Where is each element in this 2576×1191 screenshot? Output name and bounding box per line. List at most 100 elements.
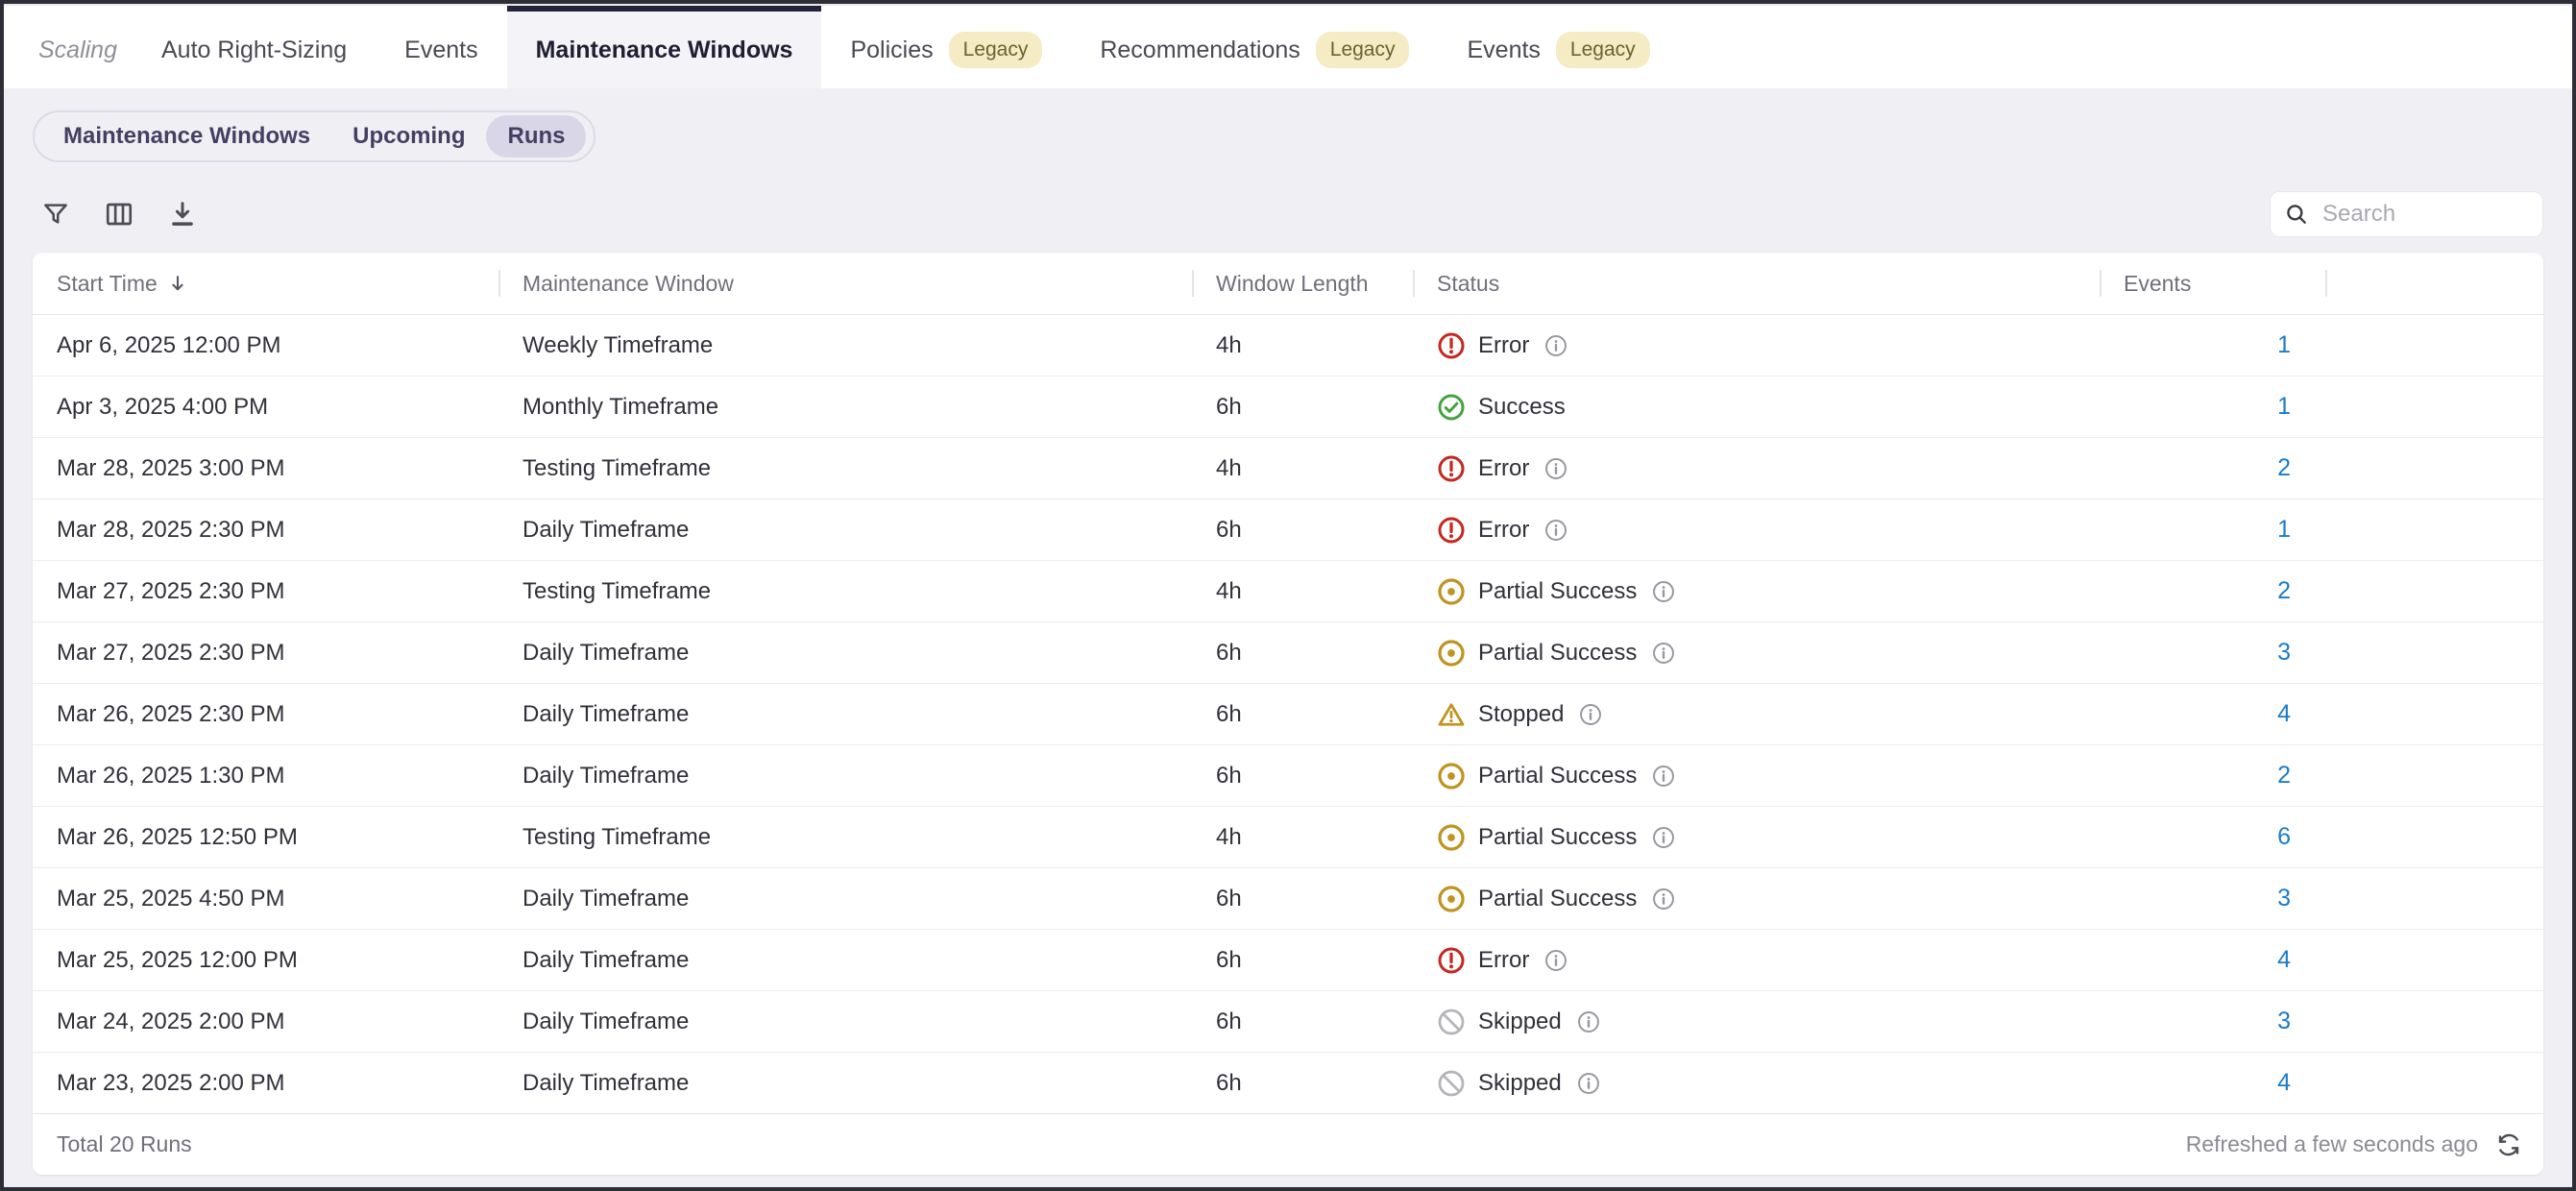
events-count-link[interactable]: 2 <box>2277 454 2291 481</box>
events-count-link[interactable]: 3 <box>2277 1008 2291 1034</box>
cell-maintenance-window: Daily Timeframe <box>522 700 690 727</box>
table-row: Mar 27, 2025 2:30 PM Daily Timeframe 6h … <box>33 622 2543 684</box>
cell-start-time: Mar 26, 2025 12:50 PM <box>57 823 298 850</box>
events-count-link[interactable]: 3 <box>2277 639 2291 666</box>
cell-start-time: Mar 28, 2025 3:00 PM <box>57 454 285 481</box>
error-status-icon <box>1437 331 1466 360</box>
subnav-runs[interactable]: Runs <box>486 115 587 158</box>
info-icon[interactable] <box>1651 579 1676 604</box>
info-icon[interactable] <box>1543 518 1568 543</box>
cell-window-length: 6h <box>1216 885 1242 911</box>
tab-events[interactable]: Events <box>404 36 478 63</box>
table-body: Apr 6, 2025 12:00 PM Weekly Timeframe 4h… <box>33 315 2543 1113</box>
cell-start-time: Mar 27, 2025 2:30 PM <box>57 577 285 604</box>
events-count-link[interactable]: 3 <box>2277 885 2291 911</box>
skipped-status-icon <box>1437 1008 1466 1036</box>
events-count-link[interactable]: 6 <box>2277 823 2291 850</box>
info-icon[interactable] <box>1576 1071 1601 1096</box>
error-status-icon <box>1437 946 1466 975</box>
tab-scaling[interactable]: Scaling <box>38 36 117 63</box>
columns-icon[interactable] <box>104 199 134 230</box>
status-label: Partial Success <box>1478 823 1638 850</box>
tab-events-legacy[interactable]: Events Legacy <box>1438 6 1678 88</box>
events-count-link[interactable]: 4 <box>2277 946 2291 973</box>
info-icon[interactable] <box>1651 641 1676 666</box>
cell-start-time: Mar 28, 2025 2:30 PM <box>57 516 285 543</box>
status-label: Success <box>1478 393 1566 420</box>
cell-status: Partial Success <box>1413 823 2100 852</box>
table-header-row: Start Time Maintenance Window Window Len… <box>33 253 2543 315</box>
tab-maintenance-windows[interactable]: Maintenance Windows <box>506 6 822 88</box>
events-count-link[interactable]: 1 <box>2277 331 2291 358</box>
table-row: Mar 27, 2025 2:30 PM Testing Timeframe 4… <box>33 561 2543 622</box>
events-count-link[interactable]: 4 <box>2277 1069 2291 1096</box>
info-icon[interactable] <box>1543 456 1568 481</box>
refreshed-label: Refreshed a few seconds ago <box>2185 1131 2478 1156</box>
column-header-window-length[interactable]: Window Length <box>1192 253 1413 314</box>
tab-policies[interactable]: Policies Legacy <box>821 6 1071 88</box>
column-header-status[interactable]: Status <box>1413 253 2100 314</box>
events-count-link[interactable]: 1 <box>2277 516 2291 543</box>
table-row: Mar 28, 2025 2:30 PM Daily Timeframe 6h … <box>33 499 2543 561</box>
status-label: Skipped <box>1478 1069 1562 1096</box>
info-icon[interactable] <box>1651 764 1676 789</box>
table-row: Apr 3, 2025 4:00 PM Monthly Timeframe 6h… <box>33 377 2543 438</box>
column-header-maintenance-window[interactable]: Maintenance Window <box>498 253 1192 314</box>
cell-events: 1 <box>2100 331 2325 359</box>
legacy-badge: Legacy <box>1555 32 1650 68</box>
cell-maintenance-window: Weekly Timeframe <box>522 331 714 358</box>
status-label: Stopped <box>1478 700 1565 727</box>
cell-events: 2 <box>2100 454 2325 482</box>
cell-maintenance-window: Daily Timeframe <box>522 1008 690 1034</box>
table-toolbar <box>33 191 2543 237</box>
info-icon[interactable] <box>1578 702 1603 727</box>
column-header-spacer <box>2325 253 2543 314</box>
skipped-status-icon <box>1437 1069 1466 1098</box>
status-label: Error <box>1478 946 1530 973</box>
info-icon[interactable] <box>1543 948 1568 973</box>
events-count-link[interactable]: 4 <box>2277 700 2291 727</box>
table-row: Mar 26, 2025 12:50 PM Testing Timeframe … <box>33 807 2543 868</box>
tab-auto-right-sizing[interactable]: Auto Right-Sizing <box>161 36 348 63</box>
cell-start-time: Mar 24, 2025 2:00 PM <box>57 1008 285 1034</box>
cell-window-length: 6h <box>1216 1069 1242 1096</box>
download-icon[interactable] <box>167 199 198 230</box>
info-icon[interactable] <box>1543 333 1568 358</box>
tab-policies-label: Policies <box>850 36 934 63</box>
cell-window-length: 6h <box>1216 946 1242 973</box>
cell-events: 4 <box>2100 700 2325 728</box>
status-label: Error <box>1478 331 1530 358</box>
column-header-events[interactable]: Events <box>2100 253 2325 314</box>
cell-maintenance-window: Daily Timeframe <box>522 639 690 666</box>
cell-start-time: Mar 23, 2025 2:00 PM <box>57 1069 285 1096</box>
tab-events-legacy-label: Events <box>1467 36 1541 63</box>
status-label: Error <box>1478 454 1530 481</box>
events-count-link[interactable]: 2 <box>2277 577 2291 604</box>
cell-status: Partial Success <box>1413 762 2100 790</box>
partial-status-icon <box>1437 823 1466 852</box>
info-icon[interactable] <box>1576 1009 1601 1034</box>
cell-status: Skipped <box>1413 1008 2100 1036</box>
cell-maintenance-window: Daily Timeframe <box>522 762 690 789</box>
cell-events: 3 <box>2100 885 2325 912</box>
info-icon[interactable] <box>1651 825 1676 850</box>
refresh-icon[interactable] <box>2495 1131 2522 1158</box>
subnav-maintenance-windows[interactable]: Maintenance Windows <box>63 123 311 149</box>
filter-icon[interactable] <box>40 199 71 230</box>
cell-start-time: Mar 26, 2025 2:30 PM <box>57 700 285 727</box>
table-row: Mar 28, 2025 3:00 PM Testing Timeframe 4… <box>33 438 2543 499</box>
events-count-link[interactable]: 2 <box>2277 762 2291 789</box>
tab-recommendations[interactable]: Recommendations Legacy <box>1071 6 1438 88</box>
cell-start-time: Apr 3, 2025 4:00 PM <box>57 393 269 420</box>
subnav-upcoming[interactable]: Upcoming <box>352 123 466 149</box>
events-count-link[interactable]: 1 <box>2277 393 2291 420</box>
cell-events: 1 <box>2100 516 2325 544</box>
search-icon <box>2284 202 2309 227</box>
cell-window-length: 6h <box>1216 1008 1242 1034</box>
search-input[interactable] <box>2321 200 2529 229</box>
cell-window-length: 6h <box>1216 639 1242 666</box>
cell-maintenance-window: Monthly Timeframe <box>522 393 719 420</box>
cell-window-length: 4h <box>1216 823 1242 850</box>
column-header-start-time[interactable]: Start Time <box>33 253 498 314</box>
info-icon[interactable] <box>1651 887 1676 911</box>
